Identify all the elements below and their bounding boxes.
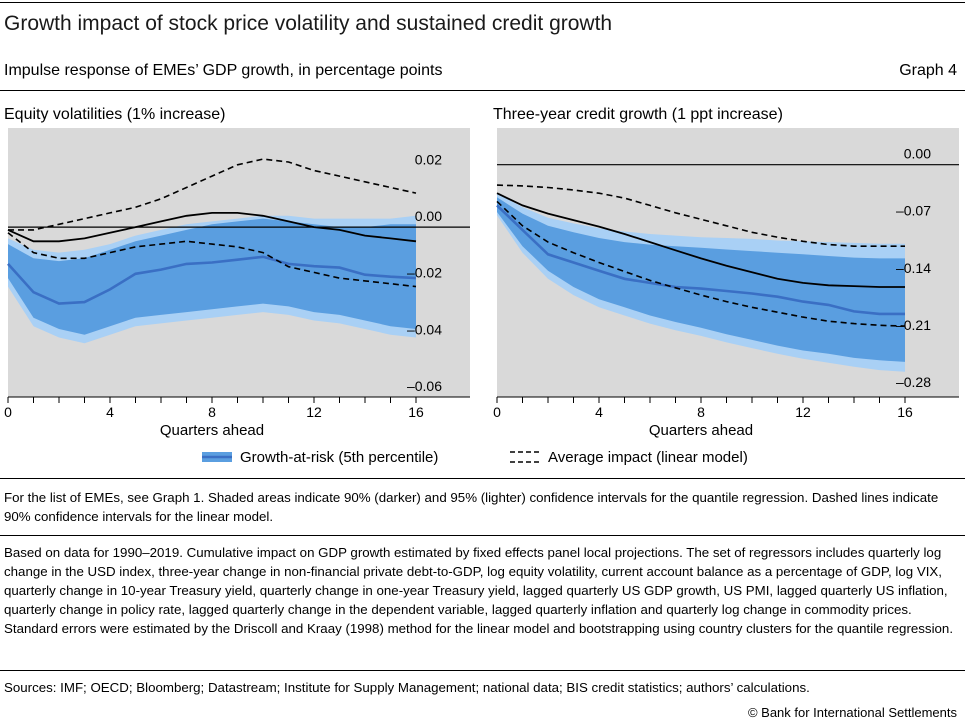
x-tick-label: 4	[106, 404, 114, 420]
header-rule	[0, 90, 965, 91]
footnote-rule	[0, 535, 965, 536]
x-tick-label: 0	[493, 404, 501, 420]
y-tick-label: –0.04	[407, 321, 442, 337]
legend-linear-label: Average impact (linear model)	[548, 449, 748, 466]
right-panel-title: Three-year credit growth (1 ppt increase…	[493, 106, 783, 123]
page-subtitle: Impulse response of EMEs’ GDP growth, in…	[4, 62, 443, 79]
y-tick-label: –0.28	[896, 374, 931, 390]
series-linear-lower-line	[7, 232, 417, 288]
band-90-confidence	[8, 218, 416, 335]
y-tick-label: 0.00	[904, 146, 931, 162]
x-axis-title: Quarters ahead	[160, 422, 264, 439]
sources-rule	[0, 670, 965, 671]
x-tick-label: 8	[208, 404, 216, 420]
x-tick-label: 12	[306, 404, 322, 420]
page-title: Growth impact of stock price volatility …	[4, 12, 613, 35]
footnote-2: Based on data for 1990–2019. Cumulative …	[4, 545, 954, 636]
x-tick-label: 12	[795, 404, 811, 420]
x-axis-title: Quarters ahead	[649, 422, 753, 439]
band-90-confidence	[497, 197, 905, 362]
legend-quantile-label: Growth-at-risk (5th percentile)	[240, 449, 438, 466]
x-tick-label: 4	[595, 404, 603, 420]
series-linear-line	[7, 212, 417, 243]
series-linear-lower-line	[496, 200, 906, 327]
legend: Growth-at-risk (5th percentile) Average …	[202, 449, 748, 466]
x-tick-label: 16	[408, 404, 424, 420]
y-tick-label: –0.21	[896, 317, 931, 333]
left-panel: 0 4 8 12 16 Quarters ahead 0.02 0.00 –0.02 –0.04 –…	[4, 128, 470, 439]
x-tick-label: 8	[697, 404, 705, 420]
y-tick-label: –0.14	[896, 260, 931, 276]
series-quantile-line	[496, 204, 905, 316]
y-tick-label: –0.02	[407, 265, 442, 281]
x-tick-label: 16	[897, 404, 913, 420]
sources-note: Sources: IMF; OECD; Bloomberg; Datastrea…	[4, 680, 810, 695]
right-panel: 0 4 8 12 16 Quarters ahead 0.00 –0.07 –0.14 –0.21…	[493, 128, 959, 439]
copyright: © Bank for International Settlements	[747, 705, 957, 720]
x-tick-label: 0	[4, 404, 12, 420]
y-tick-label: 0.02	[415, 151, 442, 167]
left-panel-title: Equity volatilities (1% increase)	[4, 106, 226, 123]
top-rule	[0, 2, 965, 3]
graph-number: Graph 4	[899, 62, 957, 79]
y-tick-label: –0.06	[407, 378, 442, 394]
y-tick-label: –0.07	[896, 203, 931, 219]
legend-rule	[0, 478, 965, 479]
chart-area: 0 4 8 12 16 Quarters ahead 0.02 0.00 –0.02 –0.04 –…	[4, 128, 959, 466]
y-tick-label: 0.00	[415, 208, 442, 224]
series-linear-upper-line	[8, 158, 417, 231]
footnote-1: For the list of EMEs, see Graph 1. Shade…	[4, 490, 939, 524]
series-linear-line	[496, 192, 905, 288]
series-quantile-line	[7, 255, 417, 305]
